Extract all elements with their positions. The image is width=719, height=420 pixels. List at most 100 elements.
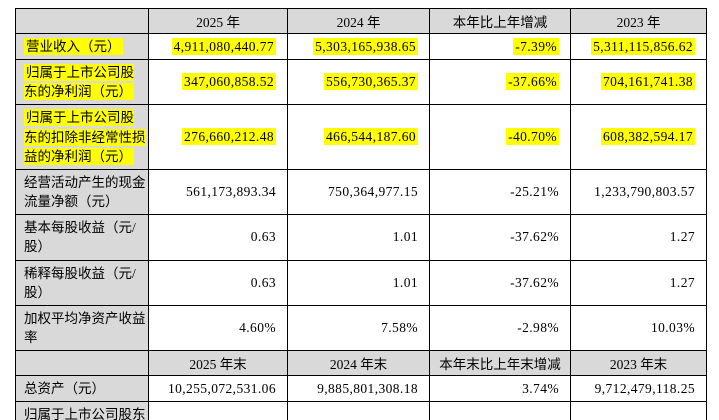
cell-value: 1.01 xyxy=(392,229,418,245)
value-cell: 1.27 xyxy=(570,214,707,261)
cell-value: 7,803,537,266.16 xyxy=(175,417,276,420)
corner-header-cell xyxy=(15,350,149,377)
cell-value: 7,139,523,979.43 xyxy=(594,417,695,420)
column-header: 2025 年 xyxy=(148,8,288,34)
row-label: 归属于上市公司股东的净利润（元） xyxy=(24,64,134,101)
cell-value: 276,660,212.48 xyxy=(182,128,276,146)
cell-value: -25.21% xyxy=(510,184,559,200)
value-cell: 7,803,537,266.16 xyxy=(148,401,288,420)
cell-value: -40.70% xyxy=(506,128,559,146)
row-label-cell: 归属于上市公司股东的净利润（元） xyxy=(15,59,149,106)
value-cell: 1.27 xyxy=(570,259,707,306)
corner-header-cell xyxy=(15,8,149,34)
column-header: 2024 年末 xyxy=(287,350,430,377)
value-cell: -37.62% xyxy=(429,214,571,261)
table-row: 归属于上市公司股东的扣除非经常性损益的净利润（元） 276,660,212.48 4… xyxy=(15,104,707,170)
cell-value: 4.60% xyxy=(239,320,276,336)
value-cell: 10,255,072,531.06 xyxy=(148,375,288,403)
value-cell: 7.58% xyxy=(287,304,430,352)
cell-value: 466,544,187.60 xyxy=(324,128,418,146)
column-header: 2023 年末 xyxy=(570,350,707,377)
row-label-cell: 基本每股收益（元/股） xyxy=(15,214,149,261)
row-label-cell: 归属于上市公司股东的净资产（元） xyxy=(15,401,149,420)
cell-value: 704,161,741.38 xyxy=(601,73,695,91)
value-cell: -2.98% xyxy=(429,304,571,352)
table-body: 2025 年 2024 年本年比上年增减 2023 年营业收入（元） 4,911,08… xyxy=(15,8,707,420)
cell-value: 1.27 xyxy=(669,229,695,245)
cell-value: 5,311,115,856.62 xyxy=(591,37,695,55)
table-row: 经营活动产生的现金流量净额（元） 561,173,893.34 750,364,97… xyxy=(15,168,707,216)
value-cell: 1,233,790,803.57 xyxy=(570,168,707,216)
cell-value: 7,599,107,043.90 xyxy=(317,417,418,420)
financial-summary-table: 2025 年 2024 年本年比上年增减 2023 年营业收入（元） 4,911,08… xyxy=(15,8,707,420)
value-cell: 4,911,080,440.77 xyxy=(148,32,288,61)
row-label: 加权平均净资产收益率 xyxy=(24,310,146,346)
value-cell: 704,161,741.38 xyxy=(570,59,707,106)
row-label: 基本每股收益（元/股） xyxy=(24,220,136,255)
column-header: 2023 年 xyxy=(570,8,707,34)
value-cell: 556,730,365.37 xyxy=(287,59,430,106)
value-cell: -37.66% xyxy=(429,59,571,106)
value-cell: 9,712,479,118.25 xyxy=(570,375,707,403)
value-cell: -37.62% xyxy=(429,259,571,306)
row-label-cell: 总资产（元） xyxy=(15,375,149,403)
value-cell: 5,311,115,856.62 xyxy=(570,32,707,61)
cell-value: -37.66% xyxy=(506,73,559,91)
table-header-row: 2025 年末 2024 年末 本年末比上年末增减 2023 年末 xyxy=(15,350,707,377)
column-header: 本年比上年增减 xyxy=(429,8,571,34)
cell-value: 4,911,080,440.77 xyxy=(171,37,276,55)
value-cell: -7.39% xyxy=(429,32,571,61)
cell-value: 10.03% xyxy=(650,320,695,336)
value-cell: 1.01 xyxy=(287,214,430,261)
table-header-row: 2025 年 2024 年本年比上年增减 2023 年 xyxy=(15,8,707,34)
table-row: 基本每股收益（元/股） 0.63 1.01 -37.62% 1.27 xyxy=(15,214,707,261)
cell-value: 2.69% xyxy=(522,417,559,420)
value-cell: 0.63 xyxy=(148,214,288,261)
row-label: 经营活动产生的现金流量净额（元） xyxy=(24,174,146,210)
cell-value: 556,730,365.37 xyxy=(324,73,418,91)
column-header: 本年末比上年末增减 xyxy=(429,350,571,377)
cell-value: 561,173,893.34 xyxy=(186,184,276,200)
cell-value: -37.62% xyxy=(510,229,559,245)
value-cell: 7,599,107,043.90 xyxy=(287,401,430,420)
value-cell: 4.60% xyxy=(148,304,288,352)
value-cell: 561,173,893.34 xyxy=(148,168,288,216)
cell-value: 1.01 xyxy=(392,274,418,290)
value-cell: 3.74% xyxy=(429,375,571,403)
table-row: 营业收入（元） 4,911,080,440.77 5,303,165,938.65 -… xyxy=(15,32,707,61)
cell-value: 1,233,790,803.57 xyxy=(594,184,695,200)
table-row: 稀释每股收益（元/股） 0.63 1.01 -37.62% 1.27 xyxy=(15,259,707,306)
table-row: 归属于上市公司股东的净资产（元） 7,803,537,266.16 7,599,10… xyxy=(15,401,707,420)
value-cell: 1.01 xyxy=(287,259,430,306)
cell-value: -7.39% xyxy=(513,37,559,55)
cell-value: 0.63 xyxy=(250,274,276,290)
value-cell: 347,060,858.52 xyxy=(148,59,288,106)
value-cell: 2.69% xyxy=(429,401,571,420)
value-cell: 9,885,801,308.18 xyxy=(287,375,430,403)
row-label: 总资产（元） xyxy=(24,381,105,397)
cell-value: 10,255,072,531.06 xyxy=(167,380,276,396)
cell-value: -2.98% xyxy=(517,320,559,336)
cell-value: 347,060,858.52 xyxy=(182,73,276,91)
cell-value: 608,382,594.17 xyxy=(601,128,695,146)
table-row: 加权平均净资产收益率 4.60% 7.58% -2.98% 10.03% xyxy=(15,304,707,352)
cell-value: 750,364,977.15 xyxy=(328,184,418,200)
row-label-cell: 经营活动产生的现金流量净额（元） xyxy=(15,168,149,216)
value-cell: 5,303,165,938.65 xyxy=(287,32,430,61)
value-cell: 466,544,187.60 xyxy=(287,104,430,170)
cell-value: 9,712,479,118.25 xyxy=(594,380,695,396)
row-label-cell: 营业收入（元） xyxy=(15,32,149,61)
cell-value: 7.58% xyxy=(381,320,418,336)
row-label: 归属于上市公司股东的扣除非经常性损益的净利润（元） xyxy=(24,109,146,165)
row-label-cell: 归属于上市公司股东的扣除非经常性损益的净利润（元） xyxy=(15,104,149,170)
cell-value: 3.74% xyxy=(522,380,559,396)
value-cell: 750,364,977.15 xyxy=(287,168,430,216)
cell-value: 9,885,801,308.18 xyxy=(317,380,418,396)
value-cell: 276,660,212.48 xyxy=(148,104,288,170)
cell-value: -37.62% xyxy=(510,274,559,290)
row-label: 营业收入（元） xyxy=(24,38,123,55)
table-row: 归属于上市公司股东的净利润（元） 347,060,858.52 556,730,36… xyxy=(15,59,707,106)
column-header: 2025 年末 xyxy=(148,350,288,377)
cell-value: 0.63 xyxy=(250,229,276,245)
